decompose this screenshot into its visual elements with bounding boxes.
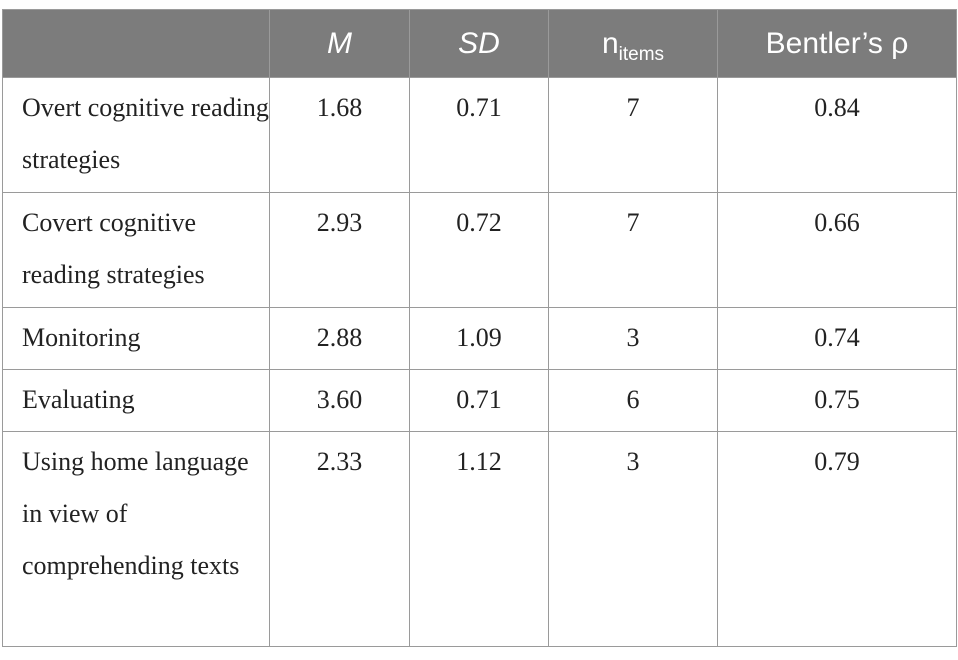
- row-label: Evaluating: [2, 369, 270, 432]
- header-bentlers-rho: Bentler’s ρ: [717, 9, 957, 78]
- cell-rho: 0.74: [717, 307, 957, 370]
- cell-n-items: 6: [548, 369, 718, 432]
- row-label: Overt cognitive reading strategies: [2, 77, 270, 193]
- header-n-sub: items: [618, 43, 665, 65]
- header-row: M SD nitems Bentler’s ρ: [2, 9, 957, 78]
- table-row: Overt cognitive reading strategies 1.68 …: [2, 77, 957, 193]
- table-row: Monitoring 2.88 1.09 3 0.74: [2, 307, 957, 370]
- header-n-items: nitems: [548, 9, 718, 78]
- cell-mean: 2.93: [269, 192, 410, 308]
- cell-n-items: 3: [548, 307, 718, 370]
- header-n-main: n: [601, 26, 619, 60]
- cell-n-items: 3: [548, 431, 718, 647]
- cell-rho: 0.79: [717, 431, 957, 647]
- header-sd: SD: [409, 9, 549, 78]
- table-row: Covert cognitive reading strategies 2.93…: [2, 192, 957, 308]
- header-mean: M: [269, 9, 410, 78]
- table-row: Using home language in view of comprehen…: [2, 431, 957, 647]
- cell-rho: 0.84: [717, 77, 957, 193]
- cell-mean: 1.68: [269, 77, 410, 193]
- cell-n-items: 7: [548, 77, 718, 193]
- cell-sd: 0.71: [409, 369, 549, 432]
- cell-rho: 0.75: [717, 369, 957, 432]
- cell-n-items: 7: [548, 192, 718, 308]
- cell-sd: 0.72: [409, 192, 549, 308]
- cell-rho: 0.66: [717, 192, 957, 308]
- cell-sd: 1.09: [409, 307, 549, 370]
- cell-mean: 2.33: [269, 431, 410, 647]
- header-blank: [2, 9, 270, 78]
- row-label: Monitoring: [2, 307, 270, 370]
- cell-sd: 0.71: [409, 77, 549, 193]
- cell-mean: 2.88: [269, 307, 410, 370]
- cell-mean: 3.60: [269, 369, 410, 432]
- row-label: Using home language in view of comprehen…: [2, 431, 270, 647]
- table-row: Evaluating 3.60 0.71 6 0.75: [2, 369, 957, 432]
- data-table: M SD nitems Bentler’s ρ Overt cognitive …: [2, 9, 957, 647]
- row-label: Covert cognitive reading strategies: [2, 192, 270, 308]
- cell-sd: 1.12: [409, 431, 549, 647]
